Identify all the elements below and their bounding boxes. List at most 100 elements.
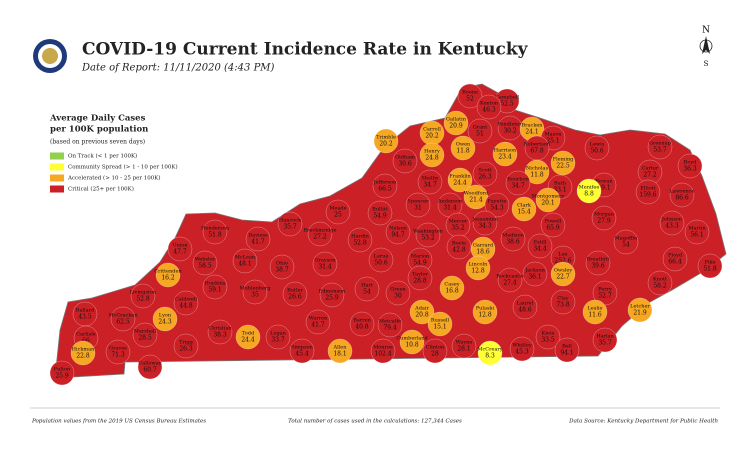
county-name: Fleming (553, 157, 575, 163)
county-value: 47.7 (173, 249, 187, 256)
county-patch (472, 299, 498, 325)
county-value: 41.7 (251, 239, 265, 246)
county-patch (354, 276, 380, 302)
county-name: Greenup (649, 141, 671, 147)
county-patch (405, 192, 431, 218)
county-name: Union (172, 243, 188, 249)
county-value: 52.8 (353, 240, 367, 247)
footer-center: Total number of cases used in the calcul… (288, 419, 462, 425)
county-name: Marion (411, 254, 430, 260)
county-name: Hopkins (205, 281, 226, 287)
county-name: Scott (478, 168, 491, 174)
county-name: Allen (333, 345, 348, 351)
county-patch (152, 306, 178, 332)
county-name: Knott (653, 277, 667, 283)
county-name: Lyon (159, 313, 172, 319)
county-patch (472, 161, 498, 187)
county-patch (173, 333, 199, 359)
county-name: Owen (456, 142, 471, 148)
county-value: 39.6 (591, 263, 605, 270)
county-name: Meade (329, 206, 346, 212)
footer-right: Data Source: Kentucky Department for Pub… (568, 419, 718, 425)
county-value: 48.1 (238, 261, 251, 268)
county-patch (647, 270, 673, 296)
county-value: 25.1 (546, 138, 559, 145)
county-value: 24.4 (241, 337, 255, 344)
county-name: Marshall (134, 329, 157, 335)
county-name: Pendleton (497, 122, 523, 128)
county-value: 53.7 (653, 147, 667, 154)
county-value: 53.2 (421, 235, 435, 242)
county-value: 45.3 (515, 349, 529, 356)
county-name: Hart (361, 283, 373, 289)
county-patch (415, 222, 441, 248)
county-name: Anderson (437, 199, 463, 205)
county-value: 42.8 (452, 247, 466, 254)
county-name: Bourbon (507, 177, 530, 183)
county-value: 38.6 (506, 239, 520, 246)
county-name: Nelson (389, 226, 408, 232)
county-value: 94.1 (560, 350, 573, 357)
county-patch (509, 336, 535, 362)
county-value: 30 (394, 293, 402, 300)
county-patch (325, 199, 351, 225)
county-value: 26.3 (179, 346, 193, 353)
county-patch (173, 290, 199, 316)
county-patch (385, 219, 411, 245)
county-patch (457, 83, 483, 109)
county-patch (70, 340, 96, 366)
county-name: Bracken (521, 123, 543, 129)
county-patch (535, 187, 561, 213)
county-name: Graves (109, 346, 127, 352)
county-patch (467, 118, 493, 144)
county-name: McCreary (477, 347, 502, 353)
county-patch (439, 275, 465, 301)
county-name: Todd (242, 331, 255, 337)
county-value: 46.3 (482, 107, 496, 114)
county-patch (500, 226, 526, 252)
county-value: 24.8 (425, 155, 439, 162)
county-value: 35 (251, 292, 259, 299)
county-patch (307, 221, 333, 247)
county-patch (130, 283, 156, 309)
county-value: 30.2 (503, 128, 517, 135)
county-name: Pulaski (476, 306, 495, 312)
county-value: 58.2 (653, 283, 667, 290)
county-value: 22.8 (76, 353, 90, 360)
county-value: 73.8 (556, 302, 570, 309)
county-patch (232, 248, 258, 274)
county-patch (582, 299, 608, 325)
county-patch (377, 312, 403, 338)
county-name: Shelby (421, 176, 438, 182)
county-value: 56.1 (690, 232, 703, 239)
county-name: Boyd (684, 160, 698, 166)
county-patch (477, 340, 503, 366)
county-patch (202, 219, 228, 245)
county-patch (592, 327, 618, 353)
county-value: 49.1 (597, 185, 610, 192)
legend-swatch (50, 163, 64, 171)
county-value: 54.9 (413, 260, 427, 267)
county-name: Christian (208, 326, 232, 332)
county-value: 11.8 (530, 172, 544, 179)
county-name: Metcalfe (379, 319, 401, 325)
county-name: Johnson (661, 217, 683, 223)
county-name: Carroll (423, 127, 441, 133)
county-patch (372, 173, 398, 199)
county-name: Carlisle (76, 332, 96, 338)
county-name: Russell (431, 318, 450, 324)
county-name: Letcher (630, 304, 650, 310)
date: Date of Report: 11/11/2020 (4:43 PM) (81, 63, 275, 74)
county-name: Hardin (351, 234, 370, 240)
county-name: Casey (444, 282, 459, 288)
county-value: 20.2 (425, 133, 439, 140)
county-patch (419, 142, 445, 168)
county-name: Leslie (587, 306, 602, 312)
county-name: Butler (287, 288, 303, 294)
county-patch (550, 261, 576, 287)
county-value: 67.8 (530, 148, 544, 155)
county-value: 21.9 (633, 310, 647, 317)
legend-swatch (50, 174, 64, 182)
county-patch (105, 339, 131, 365)
county-name: Carter (642, 166, 659, 172)
